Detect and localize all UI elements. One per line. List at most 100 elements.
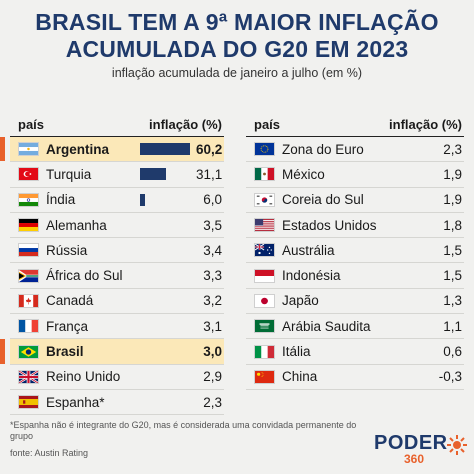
bar-track — [140, 370, 192, 384]
inflation-value: 1,9 — [443, 166, 462, 182]
south-korea-flag — [254, 192, 275, 207]
table-row: México 1,9 — [246, 162, 464, 188]
table-row: Zona do Euro 2,3 — [246, 137, 464, 163]
japan-flag — [254, 293, 275, 308]
poder360-logo: PODER 360 — [374, 432, 470, 468]
inflation-value: 3,0 — [203, 344, 222, 360]
bar-track — [140, 142, 192, 156]
inflation-value: 1,1 — [443, 318, 462, 334]
inflation-value: 3,2 — [203, 293, 222, 309]
country-name: China — [282, 369, 318, 385]
table-row: Arábia Saudita 1,1 — [246, 314, 464, 340]
country-name: Austrália — [282, 242, 335, 258]
table-row: Rússia 3,4 — [10, 238, 224, 264]
table-row: Argentina 60,2 — [0, 137, 224, 163]
source-note: fonte: Austin Rating — [10, 448, 89, 458]
left-table-rows: Argentina 60,2 Turquia 31,1 Índia 6,0 Alemanha… — [0, 137, 224, 416]
bar-track — [140, 294, 192, 308]
country-name: França — [46, 318, 89, 334]
inflation-value: 60,2 — [196, 141, 223, 157]
bar-track — [140, 218, 192, 232]
country-name: Estados Unidos — [282, 217, 377, 233]
inflation-value: -0,3 — [438, 369, 462, 385]
chart-subtitle: inflação acumulada de janeiro a julho (e… — [111, 66, 363, 80]
india-flag — [18, 192, 39, 207]
turkey-flag — [18, 167, 39, 182]
country-name: Japão — [282, 293, 319, 309]
table-row: Austrália 1,5 — [246, 238, 464, 264]
mexico-flag — [254, 167, 275, 182]
logo-wordmark: PODER — [374, 432, 448, 454]
south-africa-flag — [18, 268, 39, 283]
country-name: México — [282, 166, 325, 182]
canada-flag — [18, 293, 39, 308]
left-table-header: país inflação (%) — [10, 112, 224, 137]
inflation-bar — [140, 193, 145, 206]
bar-track — [140, 243, 192, 257]
column-header-inflation: inflação (%) — [389, 116, 462, 132]
table-row: França 3,1 — [10, 314, 224, 340]
footnote: *Espanha não é integrante do G20, mas é … — [10, 420, 357, 441]
table-row: Coreia do Sul 1,9 — [246, 188, 464, 213]
country-name: Canadá — [46, 293, 94, 309]
chart-title-line-2: ACUMULADA DO G20 EM 2023 — [65, 36, 409, 62]
inflation-value: 6,0 — [203, 192, 222, 208]
country-name: Rússia — [46, 242, 88, 258]
country-name: Itália — [282, 344, 311, 360]
inflation-value: 1,3 — [443, 293, 462, 309]
table-row: Reino Unido 2,9 — [10, 365, 224, 390]
table-row: Alemanha 3,5 — [10, 213, 224, 239]
table-row: África do Sul 3,3 — [10, 263, 224, 289]
inflation-value: 0,6 — [443, 344, 462, 360]
germany-flag — [18, 218, 39, 233]
country-name: Reino Unido — [46, 369, 121, 385]
table-row: Japão 1,3 — [246, 289, 464, 315]
left-table: país inflação (%) Argentina 60,2 Turquia 31… — [0, 112, 224, 416]
russia-flag — [18, 243, 39, 258]
bar-track — [140, 193, 192, 207]
inflation-value: 3,3 — [203, 268, 222, 284]
inflation-value: 1,5 — [443, 242, 462, 258]
column-header-inflation: inflação (%) — [149, 116, 222, 132]
country-name: Coreia do Sul — [282, 192, 364, 208]
bar-track — [140, 167, 192, 181]
country-name: África do Sul — [46, 268, 123, 284]
country-name: Espanha* — [46, 394, 105, 410]
inflation-value: 3,1 — [203, 318, 222, 334]
country-name: Arábia Saudita — [282, 318, 371, 334]
table-row: Canadá 3,2 — [10, 289, 224, 315]
australia-flag — [254, 243, 275, 258]
china-flag — [254, 369, 275, 384]
bar-track — [140, 269, 192, 283]
table-row: China -0,3 — [246, 365, 464, 390]
bar-track — [140, 319, 192, 333]
argentina-flag — [18, 142, 39, 157]
inflation-value: 3,5 — [203, 217, 222, 233]
uk-flag — [18, 369, 39, 384]
indonesia-flag — [254, 268, 275, 283]
country-name: Indonésia — [282, 268, 341, 284]
country-name: Turquia — [46, 166, 92, 182]
table-row: Espanha* 2,3 — [10, 390, 224, 416]
right-table: país inflação (%) Zona do Euro 2,3 México 1… — [246, 112, 464, 390]
right-table-header: país inflação (%) — [246, 112, 464, 137]
inflation-value: 2,9 — [203, 369, 222, 385]
saudi-arabia-flag — [254, 319, 275, 334]
inflation-value: 1,5 — [443, 268, 462, 284]
table-row: Estados Unidos 1,8 — [246, 213, 464, 239]
highlight-marker — [0, 137, 5, 162]
brazil-flag — [18, 344, 39, 359]
inflation-bar — [140, 168, 166, 181]
inflation-value: 3,4 — [203, 242, 222, 258]
inflation-value: 2,3 — [203, 394, 222, 410]
right-table-rows: Zona do Euro 2,3 México 1,9 Coreia do Sul 1,9… — [246, 137, 464, 390]
table-row: Indonésia 1,5 — [246, 263, 464, 289]
inflation-value: 1,8 — [443, 217, 462, 233]
column-header-country: país — [18, 116, 45, 132]
country-name: Brasil — [46, 344, 84, 360]
logo-number: 360 — [404, 452, 425, 466]
italy-flag — [254, 344, 275, 359]
sunburst-icon — [447, 435, 467, 455]
chart-title-line-1: BRASIL TEM A 9ª MAIOR INFLAÇÃO — [35, 9, 439, 35]
country-name: Alemanha — [46, 217, 107, 233]
